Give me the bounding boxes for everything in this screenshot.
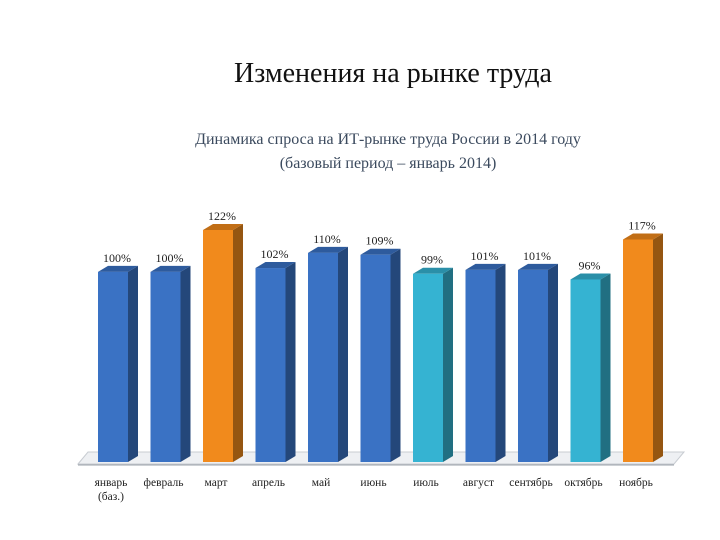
x-tick-label: ноябрь (619, 477, 653, 489)
data-label: 117% (628, 219, 656, 233)
bar-side (285, 262, 296, 462)
data-label: 96% (579, 258, 601, 272)
bar (308, 252, 338, 462)
bar-group (150, 265, 191, 462)
bar-top (308, 246, 348, 253)
data-label: 110% (313, 232, 341, 246)
bar-top (465, 263, 506, 270)
bar (518, 269, 548, 462)
x-tick-label: (баз.) (98, 491, 124, 503)
bar (465, 269, 496, 462)
bar-group (255, 262, 296, 462)
x-tick-label: октябрь (564, 477, 602, 489)
x-tick-label: март (205, 477, 228, 489)
slide-title: Изменения на рынке труда (234, 58, 552, 89)
bar-top (150, 265, 191, 272)
bar-top (413, 267, 453, 274)
chart-title-line: Динамика спроса на ИТ-рынке труда России… (195, 131, 581, 148)
x-tick-label: август (463, 477, 494, 489)
bar-side (128, 265, 138, 462)
bar-top (98, 265, 138, 272)
x-tick-label: июнь (360, 477, 386, 489)
data-label: 101% (523, 249, 551, 263)
bar-group (308, 246, 348, 462)
bar-side (338, 246, 348, 462)
bar-side (443, 267, 453, 462)
bar (203, 230, 233, 462)
bar-group (570, 273, 611, 462)
x-tick-label: сентябрь (509, 477, 553, 489)
bar (623, 239, 653, 462)
bar-group (98, 265, 138, 462)
bar (570, 279, 601, 462)
bar (98, 271, 128, 462)
bar-side (390, 248, 401, 462)
bar-side (653, 233, 663, 462)
bar-top (203, 224, 243, 230)
bar-side (233, 224, 243, 462)
data-label: 101% (471, 249, 499, 263)
x-tick-label: июль (413, 477, 438, 489)
bar (413, 273, 443, 462)
x-tick-label: январь (95, 477, 128, 489)
chart-title: Динамика спроса на ИТ-рынке труда России… (0, 128, 720, 176)
x-tick-label: май (312, 477, 330, 489)
data-label: 100% (156, 251, 184, 265)
bar-top (570, 273, 611, 280)
chart-subtitle-line: (базовый период – январь 2014) (279, 155, 497, 172)
bar-side (600, 273, 611, 462)
bar-side (495, 263, 506, 462)
data-label: 122% (208, 209, 236, 223)
bar-side (180, 265, 191, 462)
bar-group (623, 233, 663, 462)
bar-group (465, 263, 506, 462)
x-tick-label: февраль (144, 477, 184, 489)
data-label: 102% (261, 247, 289, 261)
bar-group (360, 248, 401, 462)
bar-top (623, 233, 663, 240)
data-label: 109% (366, 234, 394, 248)
data-label: 100% (103, 251, 131, 265)
bar-group (518, 263, 558, 462)
bar-group (203, 224, 243, 462)
bar-top (255, 262, 296, 269)
bar-top (360, 248, 401, 255)
data-label: 99% (421, 253, 443, 267)
bar-group (413, 267, 453, 462)
bar-top (518, 263, 558, 270)
bar (150, 271, 181, 462)
x-tick-label: апрель (252, 477, 285, 489)
bar (360, 254, 391, 462)
bar (255, 268, 286, 462)
bar-side (548, 263, 558, 462)
